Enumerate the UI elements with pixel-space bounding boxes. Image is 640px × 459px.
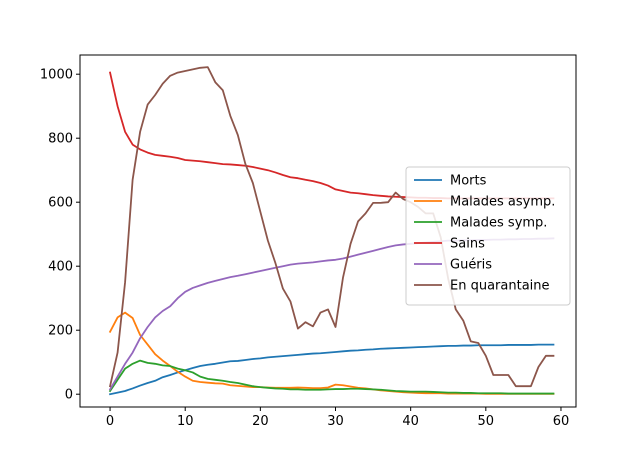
y-tick-label-4: 800 bbox=[48, 132, 73, 147]
legend-box bbox=[405, 166, 571, 306]
legend-label-1: Malades asymp. bbox=[450, 195, 555, 210]
x-tick-label-5: 50 bbox=[478, 414, 495, 429]
series-line-2 bbox=[108, 359, 555, 395]
x-tick-label-2: 20 bbox=[252, 414, 269, 429]
y-tick-label-2: 400 bbox=[48, 260, 73, 275]
legend-label-5: En quarantaine bbox=[450, 279, 550, 294]
x-tick-label-4: 40 bbox=[402, 414, 419, 429]
y-tick-label-5: 1000 bbox=[40, 68, 73, 83]
axes-frame bbox=[79, 54, 577, 408]
x-tick-label-6: 60 bbox=[553, 414, 570, 429]
legend-label-0: Morts bbox=[450, 174, 487, 189]
y-tick-label-1: 200 bbox=[48, 324, 73, 339]
y-tick-label-0: 0 bbox=[65, 388, 73, 403]
legend-label-3: Sains bbox=[450, 237, 485, 252]
x-tick-label-3: 30 bbox=[327, 414, 344, 429]
legend-label-4: Guéris bbox=[450, 258, 492, 273]
x-tick-label-1: 10 bbox=[177, 414, 194, 429]
series-line-5 bbox=[108, 66, 555, 388]
y-tick-label-3: 600 bbox=[48, 196, 73, 211]
series-layer bbox=[108, 66, 555, 396]
x-tick-label-0: 0 bbox=[106, 414, 114, 429]
legend: Morts Malades asymp. Malades symp. Sains Gué… bbox=[405, 166, 571, 306]
legend-label-2: Malades symp. bbox=[450, 216, 547, 231]
